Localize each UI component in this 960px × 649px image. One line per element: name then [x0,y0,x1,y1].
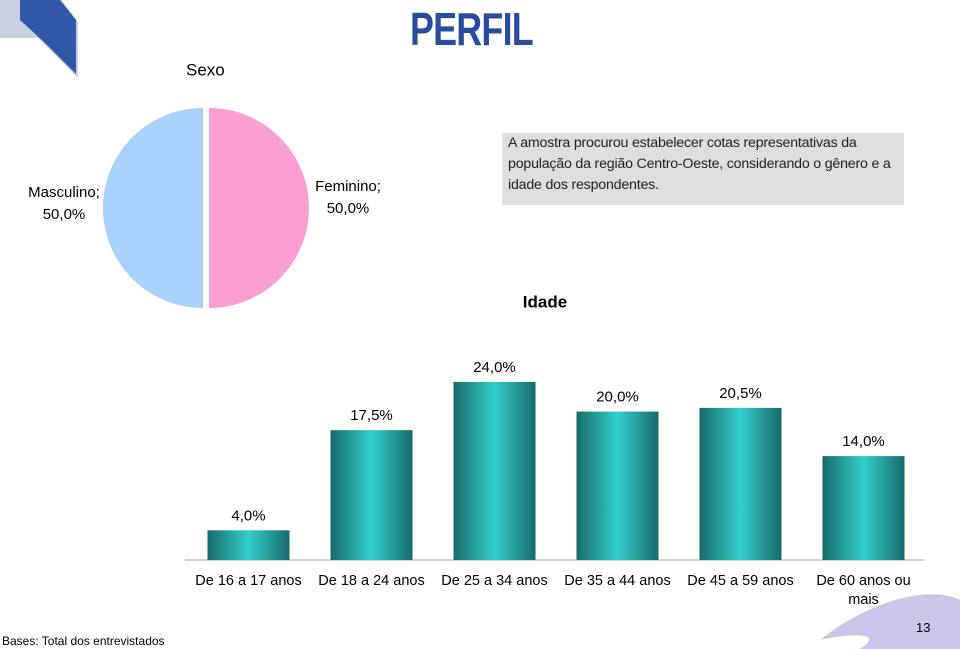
note: A amostra procurou estabelecer cotas rep… [502,133,904,205]
bar [207,530,290,560]
decor-swoosh [820,594,960,649]
page-number: 13 [916,620,931,635]
bar [822,456,905,560]
pie-label-name: Feminino; [315,178,381,195]
bar [576,411,659,560]
x-tick-label: De 35 a 44 anos [564,573,671,589]
footer-base: Bases: Total dos entrevistados [2,634,165,648]
x-tick-label: De 16 a 17 anos [195,573,302,589]
x-tick-label: De 60 anos ou mais [816,573,911,608]
x-tick-label: De 25 a 34 anos [441,573,548,589]
pie-label-value: 50,0% [43,206,86,223]
pie-title: Sexo [186,60,225,79]
bar-value-label: 20,0% [596,389,639,406]
bar [699,407,782,560]
bar-value-label: 4,0% [231,507,265,524]
pie-slice [209,108,309,308]
pie-slice [103,108,203,308]
logo [20,0,76,74]
bar-value-label: 24,0% [473,359,516,376]
bar [453,381,536,560]
x-tick-label: De 18 a 24 anos [318,573,425,589]
bar-title: Idade [523,292,567,311]
bar-value-label: 20,5% [719,385,762,402]
pie-label-value: 50,0% [327,200,370,217]
page-title: PERFIL [410,3,534,55]
bar [330,430,413,560]
x-tick-label: De 45 a 59 anos [687,573,794,589]
pie-label-name: Masculino; [28,184,100,201]
bar-value-label: 14,0% [842,433,885,450]
bar-value-label: 17,5% [350,407,393,424]
